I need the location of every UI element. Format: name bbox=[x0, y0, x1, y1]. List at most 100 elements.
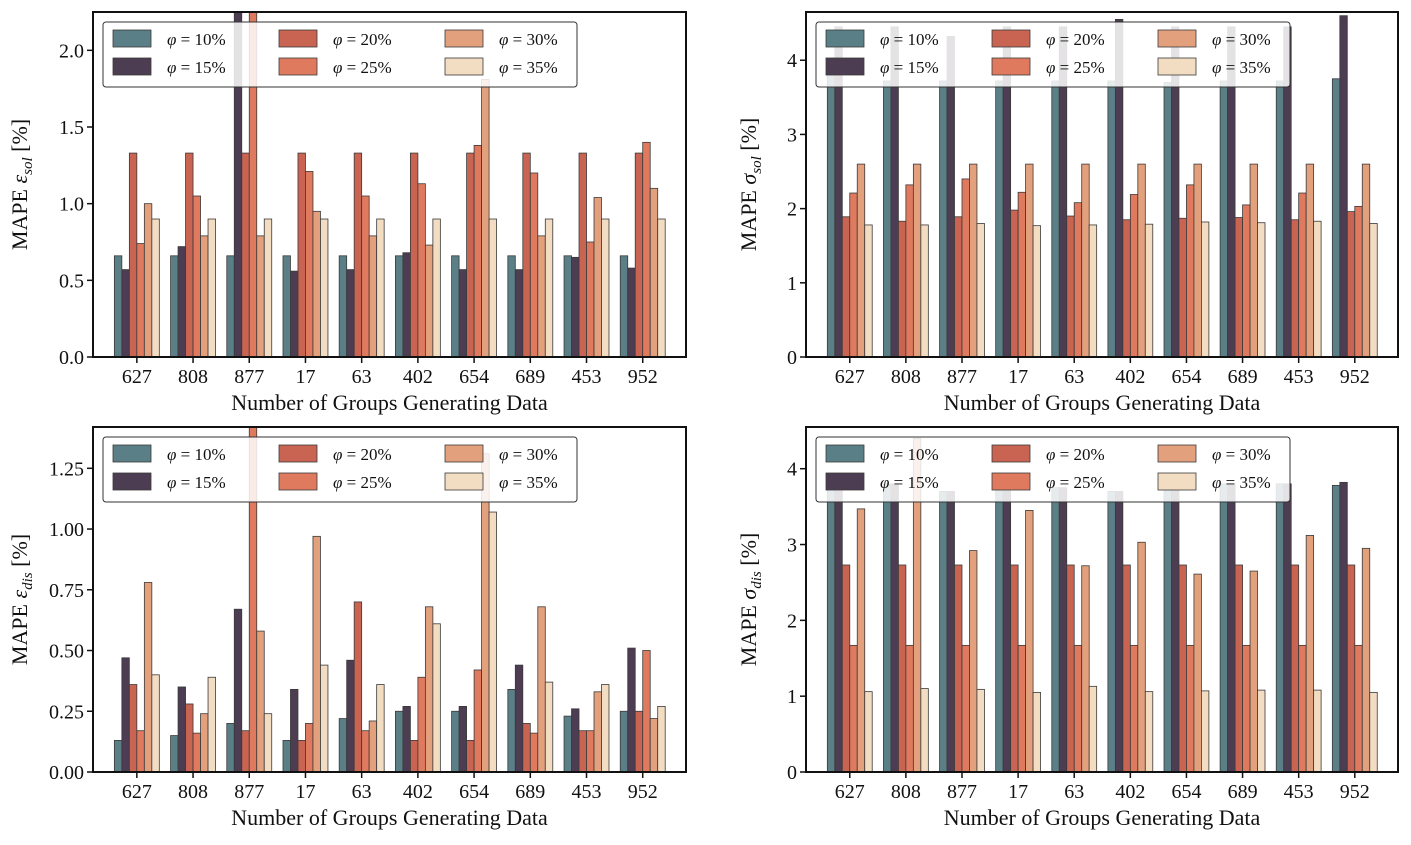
x-tick-label: 654 bbox=[1171, 366, 1201, 388]
bar-s1-952 bbox=[619, 255, 629, 358]
legend-swatch bbox=[991, 57, 1031, 76]
bar-s2-808 bbox=[177, 246, 186, 358]
bar-s2-808 bbox=[177, 686, 186, 773]
legend: φ = 10% φ = 15% φ = 20% φ = 25% φ = 30% φ = 3… bbox=[102, 21, 578, 88]
chart-panel-4: 0 1 2 3 4 627 808 877 17 63 402 654 689 453 952 Number … bbox=[736, 426, 1399, 830]
bar-s1-952 bbox=[1331, 78, 1341, 358]
x-tick-label: 402 bbox=[403, 366, 433, 388]
bar-s1-63 bbox=[1051, 80, 1060, 358]
bar-s6-808 bbox=[207, 676, 216, 773]
x-tick-label: 689 bbox=[1228, 781, 1258, 803]
legend-swatch bbox=[278, 29, 318, 48]
bar-s3-952 bbox=[634, 152, 644, 358]
bar-s3-453 bbox=[578, 730, 587, 773]
bar-s2-402 bbox=[402, 252, 411, 358]
bar-s5-402 bbox=[424, 244, 434, 358]
bar-s6-453 bbox=[601, 684, 610, 773]
bar-s3-952 bbox=[1346, 564, 1356, 773]
x-tick-label: 63 bbox=[352, 781, 372, 803]
bar-s4-952 bbox=[642, 650, 651, 773]
legend-entry-label: φ = 10% bbox=[880, 445, 939, 464]
bar-s6-17 bbox=[320, 218, 329, 358]
bar-s6-402 bbox=[432, 623, 441, 773]
legend-swatch bbox=[444, 472, 484, 491]
bar-s5-63 bbox=[368, 235, 378, 358]
y-tick-label: 1.0 bbox=[59, 194, 84, 216]
bar-s4-877 bbox=[961, 178, 970, 358]
bar-s4-627 bbox=[849, 644, 858, 773]
x-tick-label: 627 bbox=[122, 781, 152, 803]
bar-s1-877 bbox=[226, 255, 235, 358]
bar-s3-654 bbox=[1178, 217, 1187, 358]
bar-s2-453 bbox=[1283, 483, 1292, 773]
bar-s5-952 bbox=[649, 718, 659, 773]
bar-s2-63 bbox=[346, 269, 355, 358]
bar-s5-689 bbox=[537, 606, 546, 773]
bar-s1-402 bbox=[394, 255, 404, 358]
x-tick-label: 952 bbox=[1340, 781, 1370, 803]
legend-swatch bbox=[112, 472, 152, 491]
bar-s3-402 bbox=[409, 740, 419, 773]
bar-s6-402 bbox=[1144, 223, 1154, 358]
legend-swatch bbox=[444, 57, 484, 76]
bar-s6-17 bbox=[1032, 691, 1041, 773]
bar-s1-17 bbox=[995, 80, 1004, 358]
x-tick-label: 808 bbox=[178, 781, 208, 803]
y-tick-label: 0 bbox=[787, 762, 797, 784]
bar-s2-453 bbox=[571, 708, 580, 773]
bar-s4-952 bbox=[1354, 644, 1363, 773]
bar-s2-952 bbox=[1339, 481, 1348, 773]
bar-s5-453 bbox=[593, 197, 602, 358]
legend-entry-label: φ = 25% bbox=[1046, 58, 1105, 77]
legend-entry-label: φ = 30% bbox=[1212, 30, 1271, 49]
bar-s3-877 bbox=[954, 216, 963, 358]
bar-s6-402 bbox=[1144, 691, 1154, 773]
bar-s4-877 bbox=[961, 644, 970, 773]
y-tick-label: 1.25 bbox=[49, 458, 84, 480]
x-axis-label: Number of Groups Generating Data bbox=[944, 390, 1261, 415]
bar-s5-627 bbox=[856, 163, 866, 358]
bar-s4-402 bbox=[417, 676, 426, 773]
bar-s1-689 bbox=[507, 255, 516, 358]
bar-s5-627 bbox=[143, 582, 153, 773]
bar-s5-808 bbox=[200, 235, 209, 358]
bar-s3-402 bbox=[1122, 219, 1131, 358]
bar-s6-63 bbox=[376, 218, 385, 358]
bar-s3-627 bbox=[841, 564, 851, 773]
bar-s5-952 bbox=[1361, 547, 1371, 773]
x-tick-label: 453 bbox=[572, 781, 602, 803]
bar-s4-63 bbox=[1073, 644, 1083, 773]
y-tick-label: 1.5 bbox=[59, 117, 84, 139]
x-axis-label: Number of Groups Generating Data bbox=[231, 390, 548, 415]
bar-s4-17 bbox=[305, 723, 314, 773]
bar-s4-453 bbox=[586, 241, 595, 358]
bar-s6-654 bbox=[488, 218, 497, 358]
bar-s2-689 bbox=[514, 664, 524, 773]
bar-s4-63 bbox=[1073, 202, 1083, 358]
x-axis-label: Number of Groups Generating Data bbox=[944, 805, 1261, 830]
bar-s3-453 bbox=[1290, 564, 1300, 773]
bar-s5-402 bbox=[1137, 541, 1146, 773]
y-tick-label: 3 bbox=[787, 124, 797, 146]
x-tick-label: 689 bbox=[1228, 366, 1258, 388]
bar-s6-453 bbox=[1313, 220, 1322, 358]
legend-swatch bbox=[825, 57, 865, 76]
bar-s5-17 bbox=[1025, 163, 1034, 358]
x-tick-label: 877 bbox=[947, 781, 977, 803]
legend-swatch bbox=[825, 472, 865, 491]
bar-s5-63 bbox=[368, 720, 378, 773]
x-tick-label: 402 bbox=[403, 781, 433, 803]
bar-s4-689 bbox=[1242, 204, 1251, 358]
legend-swatch bbox=[1157, 57, 1197, 76]
y-axis-label: MAPE σsol [%] bbox=[736, 118, 765, 251]
bar-s6-627 bbox=[151, 674, 160, 773]
bar-s4-689 bbox=[529, 172, 539, 358]
x-tick-label: 952 bbox=[628, 781, 658, 803]
legend-swatch bbox=[825, 444, 865, 463]
bar-s4-808 bbox=[905, 644, 914, 773]
bar-s3-689 bbox=[522, 723, 531, 773]
bar-s6-654 bbox=[1201, 690, 1210, 773]
legend-entry-label: φ = 35% bbox=[499, 473, 558, 492]
legend-swatch bbox=[1157, 472, 1197, 491]
